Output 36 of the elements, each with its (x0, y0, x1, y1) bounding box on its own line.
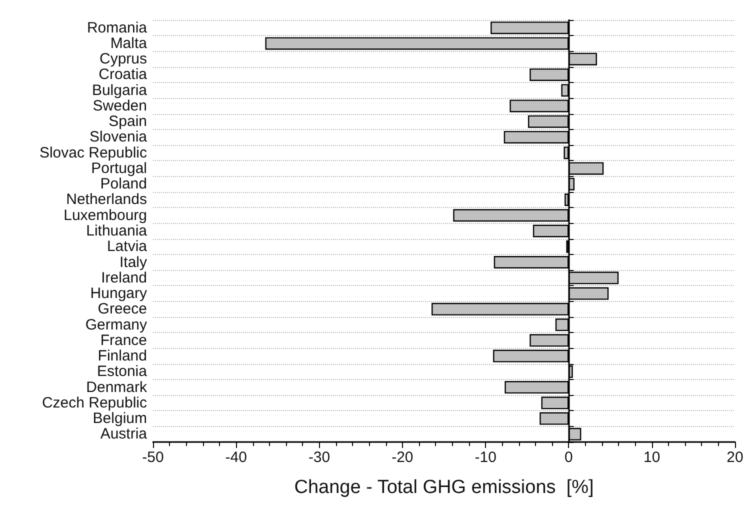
y-tick-label: Lithuania (86, 222, 148, 240)
y-tick-label: Ireland (101, 269, 147, 286)
y-tick-label: France (100, 332, 147, 349)
x-tick-label: -50 (142, 449, 164, 466)
x-tick-label: 20 (726, 449, 744, 466)
y-tick-label: Estonia (96, 363, 148, 380)
y-tick-label: Latvia (106, 238, 148, 256)
x-tick-label: -40 (225, 449, 247, 466)
y-tick-label: Croatia (98, 66, 148, 84)
x-tick-label: -20 (392, 449, 414, 466)
y-tick-label: Austria (100, 426, 148, 443)
y-tick-label: Finland (98, 348, 147, 365)
y-tick-label: Cyprus (99, 50, 147, 68)
x-tick-label: 10 (644, 449, 660, 466)
y-tick-label: Luxembourg (64, 206, 147, 224)
y-tick-label: Slovac Republic (39, 144, 148, 162)
x-tick-label: -30 (308, 449, 330, 466)
y-tick-label: Slovenia (89, 128, 148, 146)
y-tick-label: Belgium (92, 410, 147, 428)
y-tick-label: Sweden (92, 97, 147, 114)
y-tick-label: Poland (100, 176, 147, 193)
y-tick-label: Czech Republic (42, 394, 148, 412)
y-tick-label: Malta (110, 34, 148, 52)
x-tick-label: -10 (474, 449, 496, 466)
y-tick-label: Germany (85, 316, 148, 334)
y-tick-label: Bulgaria (92, 82, 148, 99)
x-tick-label: 0 (564, 449, 573, 466)
y-tick-label: Romania (86, 19, 148, 36)
y-tick-label: Netherlands (66, 191, 147, 208)
y-tick-label: Portugal (91, 160, 147, 177)
y-tick-label: Spain (108, 113, 147, 130)
y-tick-label: Greece (98, 300, 147, 318)
y-tick-label: Hungary (90, 285, 148, 302)
y-tick-label: Denmark (86, 378, 148, 396)
x-axis-title: Change - Total GHG emissions [%] (294, 477, 594, 498)
y-tick-label: Italy (119, 254, 148, 271)
